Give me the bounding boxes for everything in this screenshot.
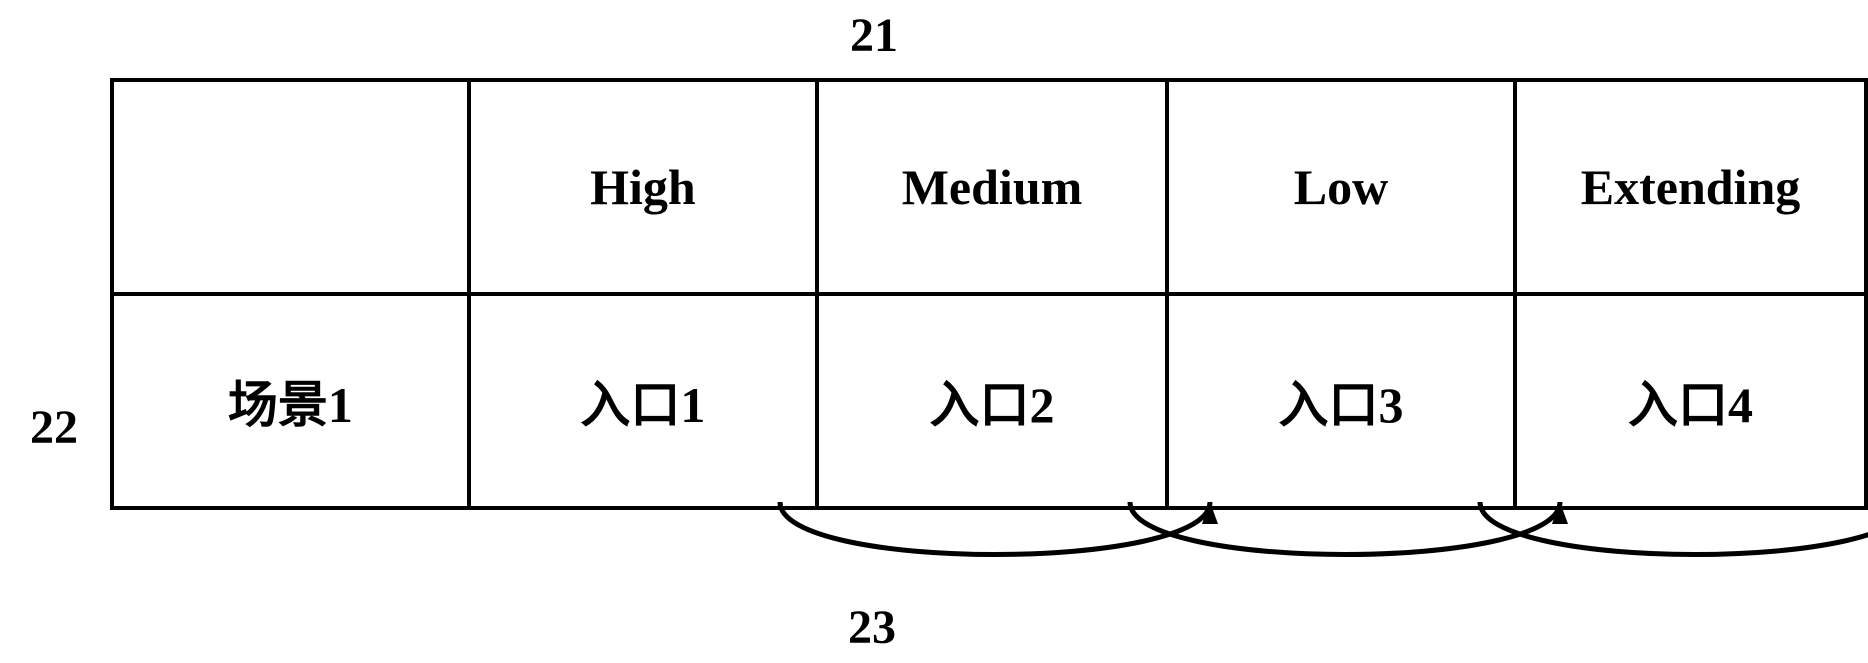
- cell-entry-4: 入口4: [1515, 294, 1866, 508]
- header-extending: Extending: [1515, 80, 1866, 294]
- priority-entry-table: High Medium Low Extending 场景1 入口1 入口2 入口…: [110, 78, 1868, 510]
- header-low: Low: [1167, 80, 1515, 294]
- cell-entry-3: 入口3: [1167, 294, 1515, 508]
- table-row: 场景1 入口1 入口2 入口3 入口4: [112, 294, 1866, 508]
- cell-entry-1: 入口1: [469, 294, 817, 508]
- header-medium: Medium: [817, 80, 1167, 294]
- header-blank: [112, 80, 469, 294]
- header-high: High: [469, 80, 817, 294]
- cell-scene: 场景1: [112, 294, 469, 508]
- cell-entry-2: 入口2: [817, 294, 1167, 508]
- table-header-row: High Medium Low Extending: [112, 80, 1866, 294]
- annotation-22: 22: [30, 400, 78, 455]
- annotation-23: 23: [848, 600, 896, 655]
- diagram-stage: 21 22 23 High Medium Low Extending 场景1 入…: [0, 0, 1868, 663]
- annotation-21: 21: [850, 8, 898, 63]
